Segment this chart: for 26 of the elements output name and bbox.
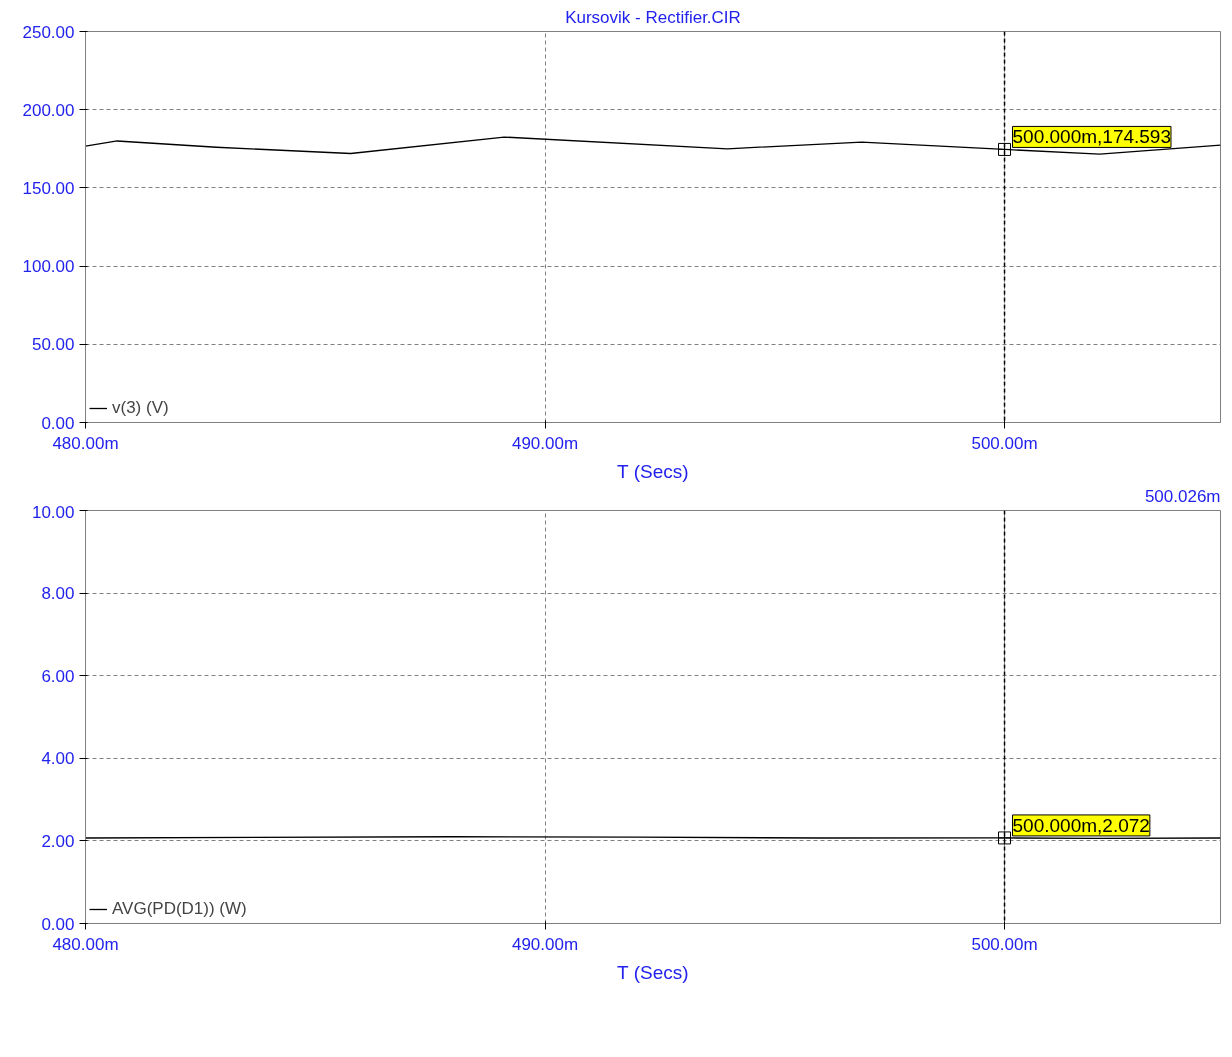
y-tick-label: 0.00 bbox=[41, 413, 75, 433]
annotation: 500.000m,174.593 bbox=[1012, 126, 1171, 148]
y-tick-label: 50.00 bbox=[31, 335, 75, 355]
text: 500.026m bbox=[1144, 486, 1221, 506]
y-tick-label: 0.00 bbox=[41, 914, 75, 934]
x-tick-label: 500.00m bbox=[971, 433, 1038, 453]
annotation: 500.000m,2.072 bbox=[1012, 814, 1150, 836]
y-tick-label: 100.00 bbox=[22, 257, 75, 277]
legend-label: v(3) (V) bbox=[112, 398, 169, 418]
y-tick-label: 150.00 bbox=[22, 178, 75, 198]
y-tick-label: 2.00 bbox=[41, 831, 75, 851]
x-axis-title: T (Secs) bbox=[617, 460, 689, 482]
y-tick-label: 200.00 bbox=[22, 100, 75, 120]
x-axis-title: T (Secs) bbox=[617, 961, 689, 983]
y-tick-label: 250.00 bbox=[22, 22, 75, 42]
chart-title: Kursovik - Rectifier.CIR bbox=[565, 7, 741, 27]
x-tick-label: 490.00m bbox=[511, 934, 579, 954]
y-tick-label: 6.00 bbox=[41, 666, 75, 686]
x-tick-label: 500.00m bbox=[971, 934, 1038, 954]
x-tick-label: 490.00m bbox=[511, 433, 579, 453]
legend-label: AVG(PD(D1)) (W) bbox=[112, 899, 247, 919]
y-tick-label: 8.00 bbox=[41, 584, 75, 604]
y-tick-label: 4.00 bbox=[41, 749, 75, 769]
x-tick-label: 480.00m bbox=[52, 934, 119, 954]
x-tick-label: 480.00m bbox=[52, 433, 119, 453]
y-tick-label: 10.00 bbox=[31, 502, 75, 522]
